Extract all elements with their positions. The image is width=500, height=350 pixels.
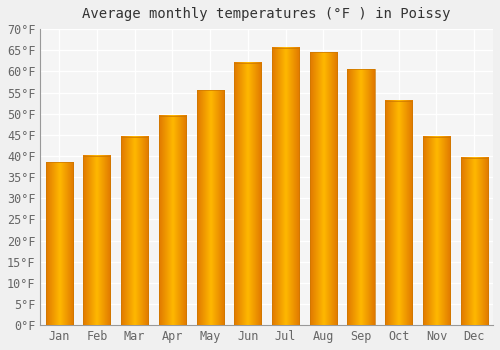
Bar [423, 137, 450, 325]
Bar [196, 90, 224, 325]
Bar [84, 156, 110, 325]
Bar [159, 116, 186, 325]
Bar [272, 48, 299, 325]
Title: Average monthly temperatures (°F ) in Poissy: Average monthly temperatures (°F ) in Po… [82, 7, 451, 21]
Bar [310, 52, 337, 325]
Bar [46, 162, 73, 325]
Bar [121, 137, 148, 325]
Bar [234, 63, 262, 325]
Bar [348, 69, 374, 325]
Bar [460, 158, 488, 325]
Bar [385, 101, 412, 325]
